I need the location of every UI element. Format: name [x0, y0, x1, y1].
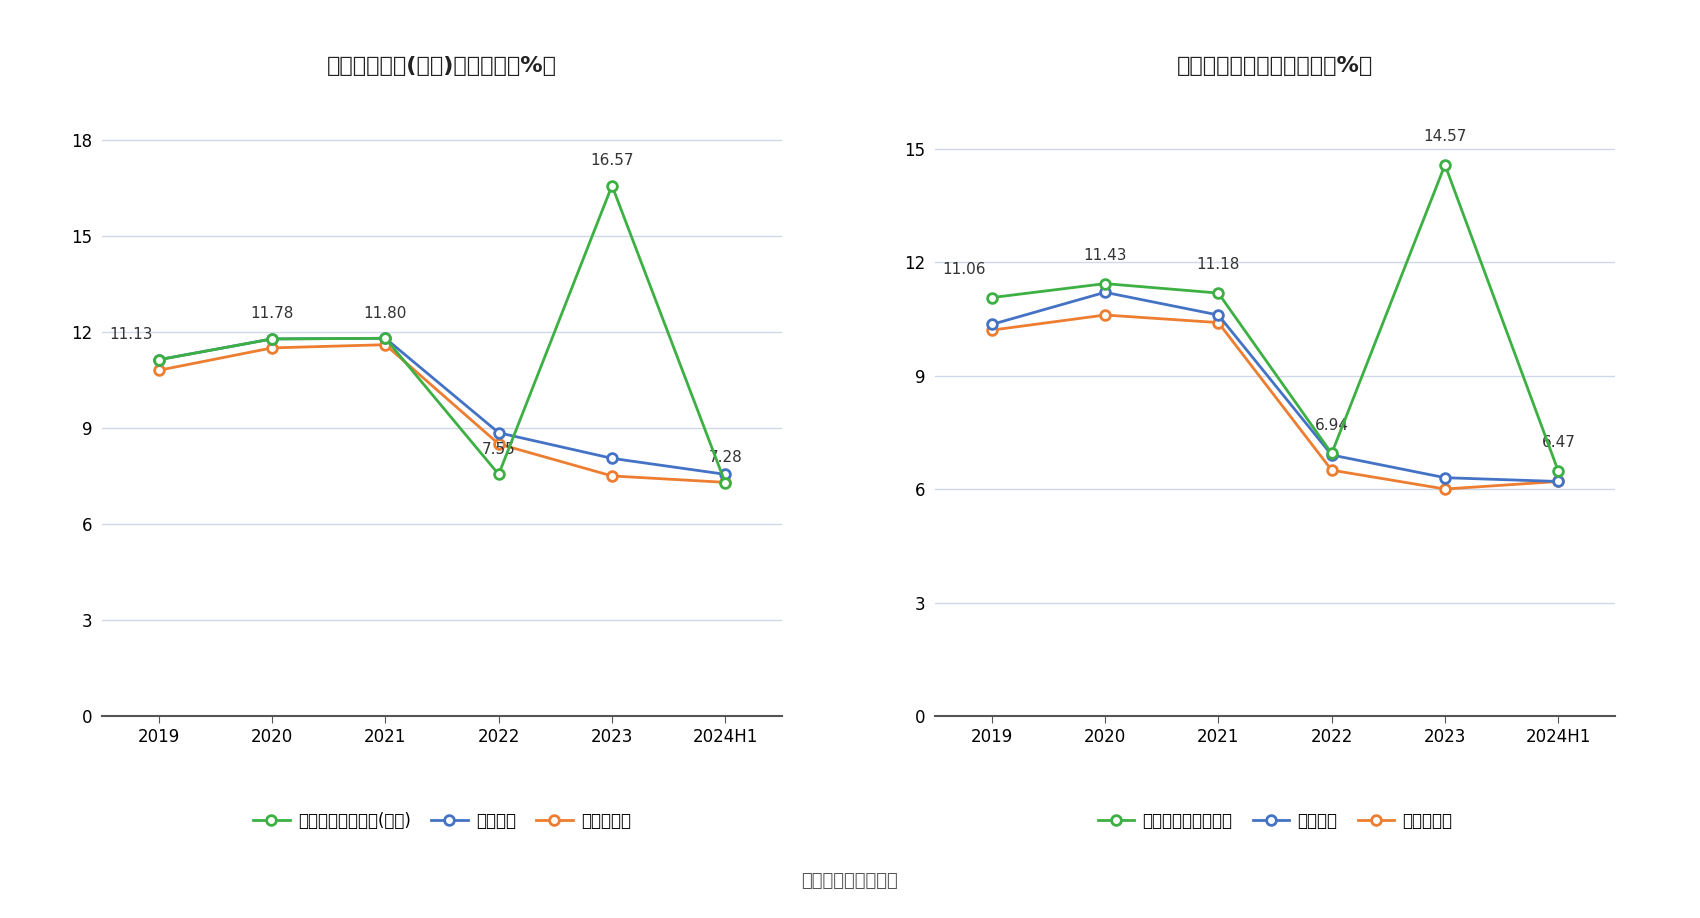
Text: 7.55: 7.55 [481, 442, 515, 457]
Text: 11.18: 11.18 [1197, 257, 1239, 273]
Text: 数据来源：恒生聚源: 数据来源：恒生聚源 [802, 872, 898, 890]
Text: 11.43: 11.43 [1083, 248, 1127, 263]
Title: 净资产收益率(加权)历年情况（%）: 净资产收益率(加权)历年情况（%） [326, 56, 558, 76]
Title: 投入资本回报率历年情况（%）: 投入资本回报率历年情况（%） [1176, 56, 1374, 76]
Text: 11.80: 11.80 [364, 306, 406, 320]
Text: 11.13: 11.13 [109, 327, 153, 342]
Text: 14.57: 14.57 [1423, 129, 1467, 144]
Text: 6.94: 6.94 [1314, 418, 1348, 432]
Text: 16.57: 16.57 [590, 153, 634, 168]
Text: 11.06: 11.06 [942, 262, 986, 277]
Text: 6.47: 6.47 [1542, 435, 1576, 451]
Legend: 公司投入资本回报率, 行业均值, 行业中位数: 公司投入资本回报率, 行业均值, 行业中位数 [1091, 805, 1459, 837]
Text: 7.28: 7.28 [709, 451, 743, 465]
Text: 11.78: 11.78 [250, 307, 294, 321]
Legend: 公司净资产收益率(加权), 行业均值, 行业中位数: 公司净资产收益率(加权), 行业均值, 行业中位数 [246, 805, 638, 837]
